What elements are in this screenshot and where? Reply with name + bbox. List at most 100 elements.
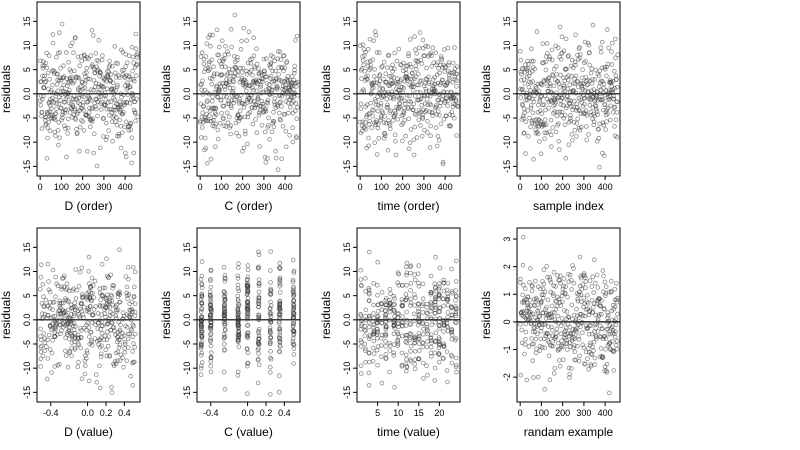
- y-tick-label: 5: [502, 67, 512, 72]
- data-point: [45, 356, 51, 361]
- plot-frame: [516, 227, 621, 403]
- data-point: [275, 85, 280, 90]
- data-point: [537, 322, 542, 328]
- data-point: [556, 358, 562, 363]
- data-point: [64, 281, 70, 287]
- data-point: [566, 142, 572, 148]
- data-point: [379, 65, 384, 70]
- data-point: [98, 385, 103, 391]
- data-point: [294, 116, 300, 121]
- data-point: [604, 73, 609, 79]
- data-point: [41, 93, 46, 99]
- data-point: [199, 352, 204, 358]
- x-axis-label: randam example: [524, 425, 614, 439]
- data-point: [399, 95, 405, 101]
- data-point: [408, 331, 414, 337]
- data-point: [436, 341, 442, 347]
- data-point: [69, 332, 74, 337]
- data-point: [78, 325, 83, 331]
- data-point: [592, 102, 598, 108]
- data-point: [106, 320, 111, 326]
- data-point: [391, 342, 397, 347]
- data-point: [399, 283, 405, 288]
- data-point: [45, 70, 51, 76]
- y-tick-label: 0.0: [502, 88, 512, 101]
- data-point: [99, 323, 104, 329]
- data-point: [556, 139, 562, 144]
- data-point: [222, 309, 228, 314]
- data-point: [449, 290, 455, 296]
- data-point: [567, 324, 573, 330]
- data-point: [106, 302, 111, 308]
- data-point: [208, 363, 214, 369]
- y-tick-label: -5: [502, 114, 512, 122]
- data-point: [528, 266, 533, 271]
- data-point: [236, 323, 241, 329]
- data-point: [592, 362, 597, 367]
- data-point: [69, 75, 75, 80]
- data-point: [557, 109, 563, 115]
- data-point: [115, 82, 120, 88]
- data-point: [453, 279, 459, 284]
- data-point: [375, 122, 381, 127]
- data-point: [558, 331, 564, 337]
- data-point: [445, 294, 451, 299]
- data-point: [581, 60, 587, 65]
- data-point: [70, 305, 75, 311]
- data-point: [601, 85, 606, 91]
- data-point: [209, 81, 215, 87]
- y-tick-label: 0: [502, 319, 512, 324]
- data-point: [127, 301, 132, 307]
- data-point: [221, 336, 227, 341]
- data-point: [523, 119, 529, 125]
- data-point: [379, 64, 385, 69]
- data-point: [441, 117, 447, 122]
- data-point: [129, 90, 135, 96]
- data-point: [387, 300, 393, 306]
- data-point: [367, 290, 372, 296]
- data-point: [262, 155, 268, 160]
- data-point: [120, 316, 126, 321]
- data-point: [39, 110, 45, 115]
- data-point: [561, 320, 566, 325]
- data-point: [65, 286, 70, 291]
- data-point: [399, 297, 405, 302]
- data-point: [99, 351, 104, 357]
- data-point: [63, 348, 68, 354]
- data-point: [534, 297, 540, 303]
- data-point: [88, 97, 93, 103]
- data-point: [280, 124, 286, 129]
- data-point: [358, 371, 364, 376]
- data-point: [444, 320, 450, 326]
- data-point: [614, 280, 619, 286]
- y-tick-label: 15: [502, 16, 512, 26]
- data-point: [424, 130, 430, 135]
- data-point: [47, 347, 53, 352]
- data-point: [129, 44, 135, 50]
- data-point: [603, 88, 609, 93]
- data-point: [268, 335, 274, 341]
- data-point: [424, 97, 430, 102]
- data-point: [96, 37, 102, 43]
- data-point: [392, 50, 398, 56]
- data-point: [208, 323, 214, 328]
- data-point: [270, 118, 276, 124]
- data-point: [253, 77, 259, 83]
- data-point: [453, 297, 458, 303]
- data-point: [208, 338, 213, 343]
- x-tick-label: 400: [118, 182, 133, 192]
- data-point: [89, 340, 94, 345]
- data-point: [412, 277, 418, 283]
- data-point: [47, 305, 53, 311]
- data-point: [523, 329, 529, 335]
- data-point: [436, 296, 442, 302]
- data-point: [243, 131, 248, 137]
- data-point: [77, 315, 83, 321]
- data-point: [542, 345, 548, 351]
- data-point: [125, 92, 130, 97]
- data-point: [129, 306, 135, 312]
- data-point: [58, 315, 64, 321]
- data-point: [124, 284, 130, 290]
- data-point: [604, 369, 610, 375]
- data-point: [56, 120, 61, 125]
